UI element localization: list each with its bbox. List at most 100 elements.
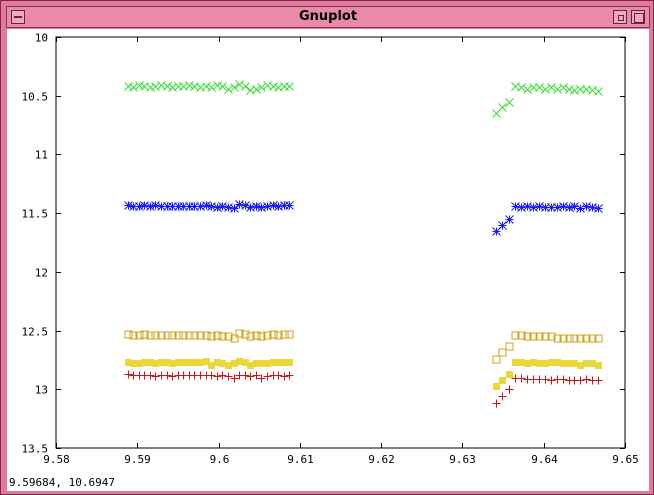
window-title: Gnuplot [298,9,358,24]
data-point [576,204,585,213]
data-point [523,332,532,341]
data-point [213,331,222,340]
data-point [560,360,567,367]
data-point [242,359,249,366]
y-tick-label: 13.5 [22,443,49,456]
data-point [582,375,591,384]
data-point [506,371,513,378]
data-point [576,334,585,343]
x-tick-label: 9.63 [449,453,476,466]
data-point [542,360,549,367]
data-point [595,362,602,369]
data-point [140,330,149,339]
minimize-button[interactable] [613,10,627,24]
data-point [231,360,238,367]
data-point [190,331,199,340]
data-point [257,332,266,341]
data-point [518,359,525,366]
y-tick-label: 12.5 [22,326,49,339]
data-point [125,359,132,366]
data-point [164,359,171,366]
data-point [583,360,590,367]
data-point [553,334,562,343]
data-point [523,85,532,94]
plot-area[interactable]: 9.58 9.59 9.6 9.61 9.62 9.63 9.64 9.65 10 10.5 11 1… [7,29,649,491]
data-point [280,330,289,339]
data-point [241,330,250,339]
data-point [594,87,603,96]
data-point [196,331,205,340]
data-point [570,202,579,211]
maximize-button[interactable] [631,10,645,24]
data-point [547,332,556,341]
data-point [275,359,282,366]
data-point [553,85,562,94]
data-point [202,331,211,340]
y-tick-label: 13 [35,384,48,397]
data-point [530,359,537,366]
data-point [547,83,556,92]
data-point [594,376,603,385]
data-point [529,332,538,341]
data-point [146,371,155,380]
data-point [252,371,261,380]
data-point [152,360,159,367]
data-point [207,371,216,380]
data-point [264,360,271,367]
data-point [582,334,591,343]
data-point [492,355,501,364]
data-point [246,332,255,341]
x-tick-label: 9.62 [368,453,395,466]
y-tick-label: 12 [35,267,48,280]
x-tick-label: 9.65 [612,453,639,466]
data-point [230,374,239,383]
data-point [191,359,198,366]
data-point [236,358,243,365]
data-point [281,359,288,366]
data-point [135,331,144,340]
data-point [247,362,254,369]
data-point [274,331,283,340]
data-point [218,371,227,380]
data-point [577,362,584,369]
window-menu-button[interactable] [11,10,25,24]
data-point [505,215,514,224]
data-point [512,359,519,366]
x-tick-label: 9.64 [531,453,558,466]
data-point [505,98,514,107]
data-point [235,80,244,89]
data-point [169,360,176,367]
data-point [203,358,210,365]
data-point [270,359,277,366]
data-point [241,371,250,380]
data-point [207,83,216,92]
data-point [548,359,555,366]
data-point [285,371,294,380]
data-point [213,372,222,381]
data-point [197,359,204,366]
y-tick-label: 11 [35,149,48,162]
data-point [246,372,255,381]
data-point [151,372,160,381]
data-point [180,359,187,366]
data-point [511,331,520,340]
x-tick-label: 9.6 [210,453,230,466]
data-point [498,392,507,401]
data-point [124,330,133,339]
y-tick-label: 10 [35,32,48,45]
data-point [218,82,227,91]
data-point [186,359,193,366]
data-point [129,83,138,92]
data-point [257,83,266,92]
data-point [224,85,233,94]
data-point [535,332,544,341]
data-point [570,334,579,343]
data-point [511,202,520,211]
title-bar[interactable]: Gnuplot [6,6,650,28]
data-point [588,334,597,343]
data-point [230,334,239,343]
data-point [253,360,260,367]
x-tick-label: 9.61 [287,453,314,466]
data-point [219,360,226,367]
